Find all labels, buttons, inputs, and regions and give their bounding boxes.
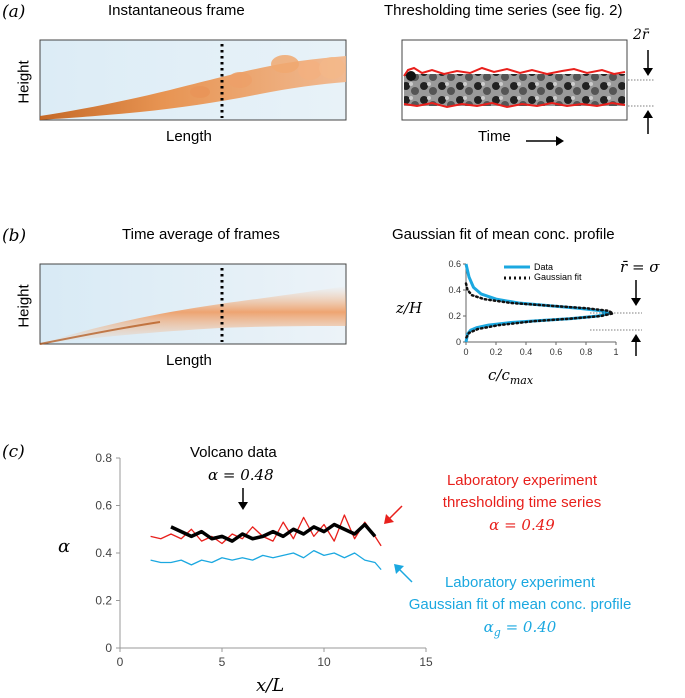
alpha-xlabel: x/L xyxy=(256,675,285,696)
alpha-y-tick-label: 0 xyxy=(105,641,112,655)
alpha-x-tick-label: 5 xyxy=(219,655,226,669)
volcano-title: Volcano data xyxy=(190,444,277,461)
gaussian-fit-title: Gaussian fit of mean conc. profile xyxy=(392,226,615,243)
alpha-y-tick-label: 0.6 xyxy=(95,499,112,513)
radius-label: 2r̄ xyxy=(633,27,649,43)
time-label: Time xyxy=(478,128,511,145)
gauss-y-tick-label: 0.2 xyxy=(448,311,461,321)
lab-gaussian-alpha: αg = 0.40 xyxy=(483,618,557,639)
gauss-y-tick-label: 0.6 xyxy=(448,259,461,269)
gauss-y-tick-label: 0.4 xyxy=(448,285,461,295)
panel-b-label: (b) xyxy=(2,226,27,246)
gauss-data-line xyxy=(464,263,610,343)
gauss-fit-line xyxy=(464,282,617,340)
gauss-y-tick-label: 0 xyxy=(456,337,461,347)
lab-gaussian-line1: Laboratory experiment xyxy=(444,574,596,591)
gauss-x-tick-label: 1 xyxy=(613,347,618,357)
sigma-arrows-icon xyxy=(590,280,642,356)
gaussian-ylabel: z/H xyxy=(396,299,423,317)
lab-threshold-annotation: Laboratory experiment thresholding time … xyxy=(402,470,642,536)
lab-threshold-alpha: α = 0.49 xyxy=(489,516,555,534)
gauss-x-tick-label: 0.6 xyxy=(550,347,563,357)
gaussian-arrow-icon xyxy=(394,564,413,583)
time-average-image xyxy=(39,263,347,345)
lab-gaussian-line2: Gaussian fit of mean conc. profile xyxy=(408,596,632,613)
gaussian-xlabel: c/cmax xyxy=(488,366,534,387)
lab-gaussian-annotation: Laboratory experiment Gaussian fit of me… xyxy=(370,572,670,644)
thresholding-title: Thresholding time series (see fig. 2) xyxy=(384,2,623,19)
instantaneous-frame-image xyxy=(39,39,347,121)
volcano-alpha: α = 0.48 xyxy=(208,466,274,484)
alpha-y-tick-label: 0.8 xyxy=(95,451,112,465)
lab-threshold-line2: thresholding time series xyxy=(442,494,602,511)
panel-a-label: (a) xyxy=(2,2,26,22)
panel-c-label: (c) xyxy=(2,442,25,462)
panel-b-length-label: Length xyxy=(166,352,212,369)
alpha-y-tick-label: 0.4 xyxy=(95,546,112,560)
gaussian-series-line xyxy=(150,549,382,571)
alpha-x-tick-label: 0 xyxy=(117,655,124,669)
alpha-y-tick-label: 0.2 xyxy=(95,594,112,608)
threshold-arrow-icon xyxy=(384,505,403,524)
instantaneous-frame-title: Instantaneous frame xyxy=(108,2,245,19)
alpha-x-tick-label: 15 xyxy=(419,655,433,669)
alpha-x-tick-label: 10 xyxy=(317,655,331,669)
gauss-x-tick-label: 0.8 xyxy=(580,347,593,357)
r-sigma-equation: r̄ = σ xyxy=(620,258,660,276)
panel-a-length-label: Length xyxy=(166,128,212,145)
lab-threshold-line1: Laboratory experiment xyxy=(446,472,598,489)
legend-fit-label: Gaussian fit xyxy=(534,272,582,282)
thresholding-time-series-image xyxy=(401,39,628,121)
volcano-series-line xyxy=(170,522,377,543)
threshold-series-line xyxy=(150,514,382,547)
time-arrow-icon xyxy=(526,136,564,146)
gauss-x-tick-label: 0 xyxy=(463,347,468,357)
radius-arrows-icon xyxy=(628,50,654,134)
volcano-arrow-icon xyxy=(238,488,248,510)
gauss-x-tick-label: 0.2 xyxy=(490,347,503,357)
time-average-title: Time average of frames xyxy=(122,226,280,243)
alpha-ylabel: α xyxy=(58,536,71,557)
legend-data-label: Data xyxy=(534,262,554,272)
legend-swatches xyxy=(504,265,530,280)
gauss-x-tick-label: 0.4 xyxy=(520,347,533,357)
